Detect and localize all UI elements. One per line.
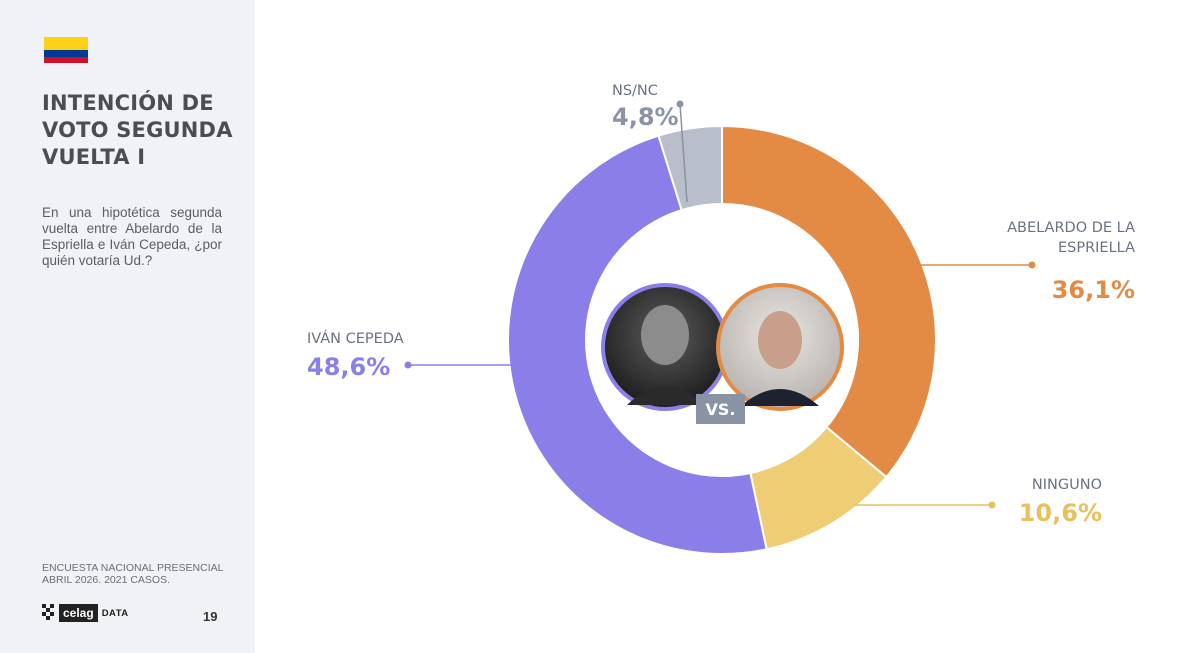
slice-labels: ABELARDO DE LA ESPRIELLA 36,1% NINGUNO 10,6%… bbox=[307, 83, 1135, 527]
portrait-abelardo-de-la-espriella bbox=[716, 283, 844, 411]
vs-badge bbox=[696, 394, 745, 424]
slice-value-ns-nc: 4,8% bbox=[612, 103, 679, 131]
survey-source: ENCUESTA NACIONAL PRESENCIAL ABRIL 2026.… bbox=[42, 562, 242, 586]
page-number: 19 bbox=[203, 609, 218, 624]
slice-abelardo-de-la-espriella bbox=[721, 124, 937, 479]
slide-title: INTENCIÓN DE VOTO SEGUNDA VUELTA I bbox=[42, 91, 233, 169]
colombia-flag-icon bbox=[44, 37, 88, 63]
slice-label-ivan-cepeda-line-1: IVÁN CEPEDA bbox=[307, 330, 404, 347]
leader-line-ns-nc bbox=[679, 103, 688, 203]
logo-wordmark: celag bbox=[59, 604, 98, 622]
survey-question: En una hipotética segunda vuelta entre A… bbox=[42, 205, 222, 268]
donut-slices bbox=[507, 124, 937, 555]
slice-value-ivan-cepeda: 48,6% bbox=[307, 353, 390, 381]
source-line-1: ENCUESTA NACIONAL PRESENCIAL bbox=[42, 562, 224, 574]
vs-label: VS. bbox=[706, 400, 736, 419]
flag-stripe-blue bbox=[44, 50, 88, 57]
slice-label-ninguno-line-1: NINGUNO bbox=[1032, 477, 1102, 493]
leader-dot-abelardo-de-la-espriella bbox=[1028, 261, 1036, 269]
slice-label-abelardo-de-la-espriella-line-2: ESPRIELLA bbox=[1058, 240, 1135, 256]
leader-dot-ivan-cepeda bbox=[404, 361, 412, 369]
slice-label-ns-nc-line-1: NS/NC bbox=[612, 83, 658, 99]
flag-stripe-yellow bbox=[44, 37, 88, 50]
source-line-2: ABRIL 2026. 2021 CASOS. bbox=[42, 574, 171, 586]
flag-stripe-red bbox=[44, 56, 88, 63]
slice-value-abelardo-de-la-espriella: 36,1% bbox=[1052, 276, 1135, 304]
slice-label-abelardo-de-la-espriella-line-1: ABELARDO DE LA bbox=[1007, 220, 1135, 236]
celag-logo-icon bbox=[42, 604, 56, 622]
sidebar-panel: INTENCIÓN DE VOTO SEGUNDA VUELTA I En un… bbox=[0, 0, 255, 653]
logo-suffix: DATA bbox=[101, 607, 129, 619]
slice-value-ninguno: 10,6% bbox=[1019, 499, 1102, 527]
portrait-ivan-cepeda bbox=[601, 283, 729, 411]
celag-logo: celag DATA bbox=[42, 603, 129, 623]
leader-dot-ns-nc bbox=[676, 100, 684, 108]
leader-dot-ninguno bbox=[988, 501, 996, 509]
slice-ivan-cepeda bbox=[507, 134, 768, 555]
donut-chart: VS. ABELARDO DE LA ESPRIELLA 36,1% NINGUNO 1… bbox=[307, 83, 1135, 555]
slice-ns-nc bbox=[657, 124, 723, 212]
